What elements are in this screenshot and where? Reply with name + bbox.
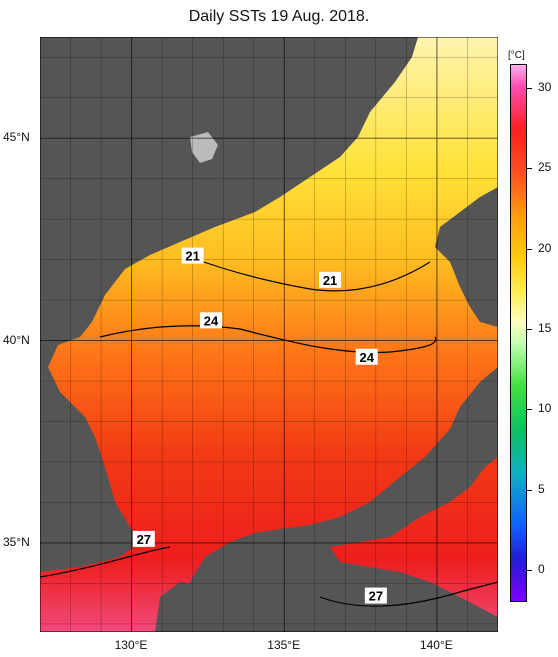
colorbar-unit: [°C] bbox=[508, 50, 525, 61]
colorbar-tick-mark bbox=[527, 328, 532, 330]
colorbar-tick-label: 5 bbox=[538, 481, 545, 496]
colorbar-tick-label: 20 bbox=[538, 240, 552, 255]
contour-label-text: 21 bbox=[185, 249, 199, 264]
colorbar-tick-label: 25 bbox=[538, 160, 552, 175]
colorbar-tick-mark bbox=[527, 409, 532, 411]
contour-label-text: 24 bbox=[204, 313, 219, 328]
lon-label: 135°E bbox=[267, 638, 301, 652]
colorbar-tick-mark bbox=[527, 88, 532, 90]
contour-24 bbox=[99, 325, 437, 354]
contour-label: 27 bbox=[364, 587, 387, 604]
colorbar-tick-label: 0 bbox=[538, 561, 545, 576]
contour-label-text: 24 bbox=[359, 350, 374, 365]
contour-27 bbox=[40, 546, 171, 578]
land-japan bbox=[190, 367, 498, 632]
contour-label: 21 bbox=[181, 247, 204, 264]
colorbar-tick-label: 15 bbox=[538, 320, 552, 335]
colorbar-tick-label: 30 bbox=[538, 80, 552, 95]
lat-label: 35°N bbox=[3, 534, 30, 549]
land-asia bbox=[40, 37, 418, 572]
land-hokkaido bbox=[435, 187, 498, 327]
contour-label: 27 bbox=[132, 530, 155, 547]
contour-21 bbox=[189, 256, 431, 292]
lat-label: 40°N bbox=[3, 332, 30, 347]
map-title: Daily SSTs 19 Aug. 2018. bbox=[188, 8, 370, 25]
contour-label: 24 bbox=[199, 312, 222, 329]
lat-label: 45°N bbox=[3, 130, 30, 145]
colorbar-tick-mark bbox=[527, 569, 532, 571]
contour-label-text: 27 bbox=[369, 589, 383, 604]
contour-27-south bbox=[319, 581, 498, 607]
colorbar-tick-mark bbox=[527, 248, 532, 250]
lon-label: 130°E bbox=[114, 638, 148, 652]
contour-label: 21 bbox=[319, 271, 342, 288]
contour-label-text: 27 bbox=[137, 532, 151, 547]
land-island bbox=[190, 132, 218, 163]
colorbar-tick-mark bbox=[527, 168, 532, 170]
contour-label-text: 21 bbox=[323, 273, 337, 288]
contour-label: 24 bbox=[355, 348, 378, 365]
lon-label: 140°E bbox=[419, 638, 453, 652]
colorbar bbox=[510, 64, 527, 602]
sst-map: 21 21 24 24 27 27 bbox=[40, 37, 498, 632]
colorbar-tick-label: 10 bbox=[538, 401, 552, 416]
land-kyushu bbox=[155, 582, 215, 632]
colorbar-tick-mark bbox=[527, 489, 532, 491]
